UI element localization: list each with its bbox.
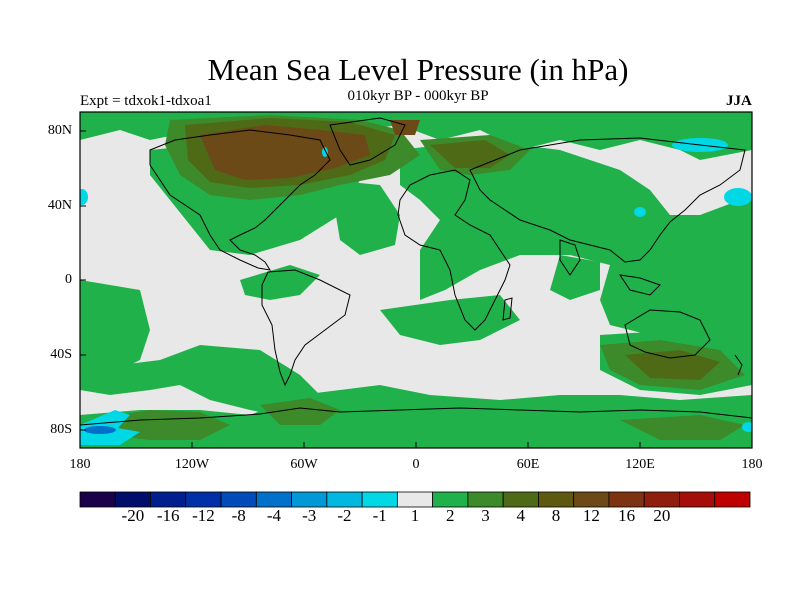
colorbar-label: -1 [372, 506, 387, 525]
colorbar-label: -20 [121, 506, 145, 525]
lat-label: 40N [47, 198, 72, 213]
colorbar-swatch [79, 491, 116, 508]
lon-label: 120W [174, 457, 210, 472]
colorbar-label: 1 [410, 506, 420, 525]
colorbar-swatch [150, 491, 187, 508]
colorbar-label: -3 [302, 506, 317, 525]
colorbar-label: 8 [551, 506, 561, 525]
colorbar-swatch [573, 491, 610, 508]
colorbar-label: 20 [653, 506, 671, 525]
colorbar-swatch [361, 491, 398, 508]
colorbar-swatch [538, 491, 575, 508]
colorbar-label: -4 [266, 506, 282, 525]
colorbar-label: -12 [192, 506, 215, 525]
coastlines [80, 117, 752, 426]
colorbar-label: -8 [231, 506, 246, 525]
anomaly-negative-strong-regions [84, 426, 116, 434]
colorbar-label: 3 [481, 506, 490, 525]
anomaly-4-8-regions [200, 120, 420, 180]
lon-label: 0 [412, 457, 420, 472]
colorbar-swatch [220, 491, 257, 508]
colorbar-swatch [326, 491, 363, 508]
colorbar-label: 4 [516, 506, 526, 525]
lon-label: 180 [741, 457, 763, 472]
colorbar-label: 16 [618, 506, 636, 525]
colorbar-swatch [185, 491, 222, 508]
colorbar-swatch [255, 491, 292, 508]
lon-label: 60W [290, 457, 318, 472]
lat-label: 80N [47, 123, 72, 138]
plot-subtitle: 010kyr BP - 000kyr BP [347, 88, 489, 104]
lat-label: 40S [50, 347, 72, 362]
colorbar-swatch [502, 491, 539, 508]
colorbar-swatch [714, 491, 751, 508]
colorbar-swatch [291, 491, 328, 508]
colorbar-label: 12 [582, 506, 600, 525]
plot-title: Mean Sea Level Pressure (in hPa) [207, 52, 629, 87]
colorbar-label: 2 [446, 506, 455, 525]
lat-label: 0 [65, 272, 72, 287]
colorbar-swatch [608, 491, 645, 508]
colorbar-swatch [467, 491, 504, 508]
season-label: JJA [726, 93, 752, 109]
colorbar-swatch [114, 491, 151, 508]
axis-ticks [79, 130, 753, 448]
colorbar-swatch [396, 491, 434, 508]
lon-label: 60E [516, 457, 540, 472]
lat-label: 80S [50, 422, 72, 437]
experiment-label: Expt = tdxok1-tdxoa1 [80, 93, 212, 109]
lon-label: 120E [625, 457, 655, 472]
lon-label: 180 [69, 457, 91, 472]
colorbar-swatch [643, 491, 680, 508]
colorbar-label: -16 [156, 506, 180, 525]
colorbar-swatch [432, 491, 469, 508]
colorbar-swatch [679, 491, 716, 508]
colorbar-label: -2 [337, 506, 352, 525]
